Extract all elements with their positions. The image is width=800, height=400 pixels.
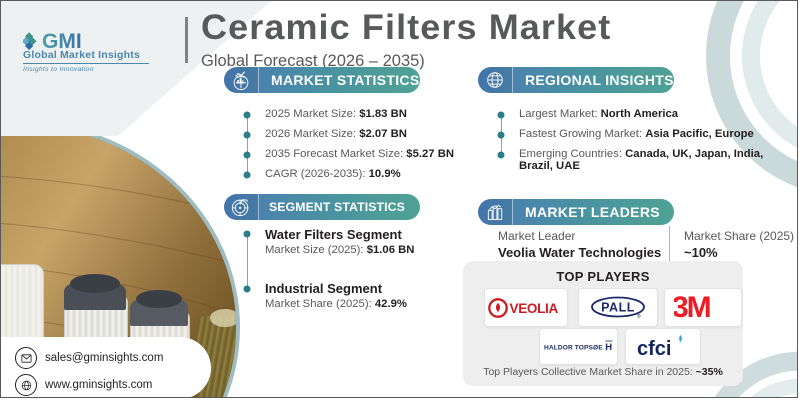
svg-text:H: H bbox=[605, 342, 612, 353]
svg-text:VEOLIA: VEOLIA bbox=[510, 301, 559, 316]
svg-text:HALDOR TOPSØE: HALDOR TOPSØE bbox=[544, 344, 603, 351]
svg-text:cfci: cfci bbox=[637, 338, 671, 360]
svg-text:3M: 3M bbox=[674, 294, 710, 322]
svg-text:®: ® bbox=[637, 313, 641, 320]
svg-text:PALL: PALL bbox=[601, 300, 635, 314]
